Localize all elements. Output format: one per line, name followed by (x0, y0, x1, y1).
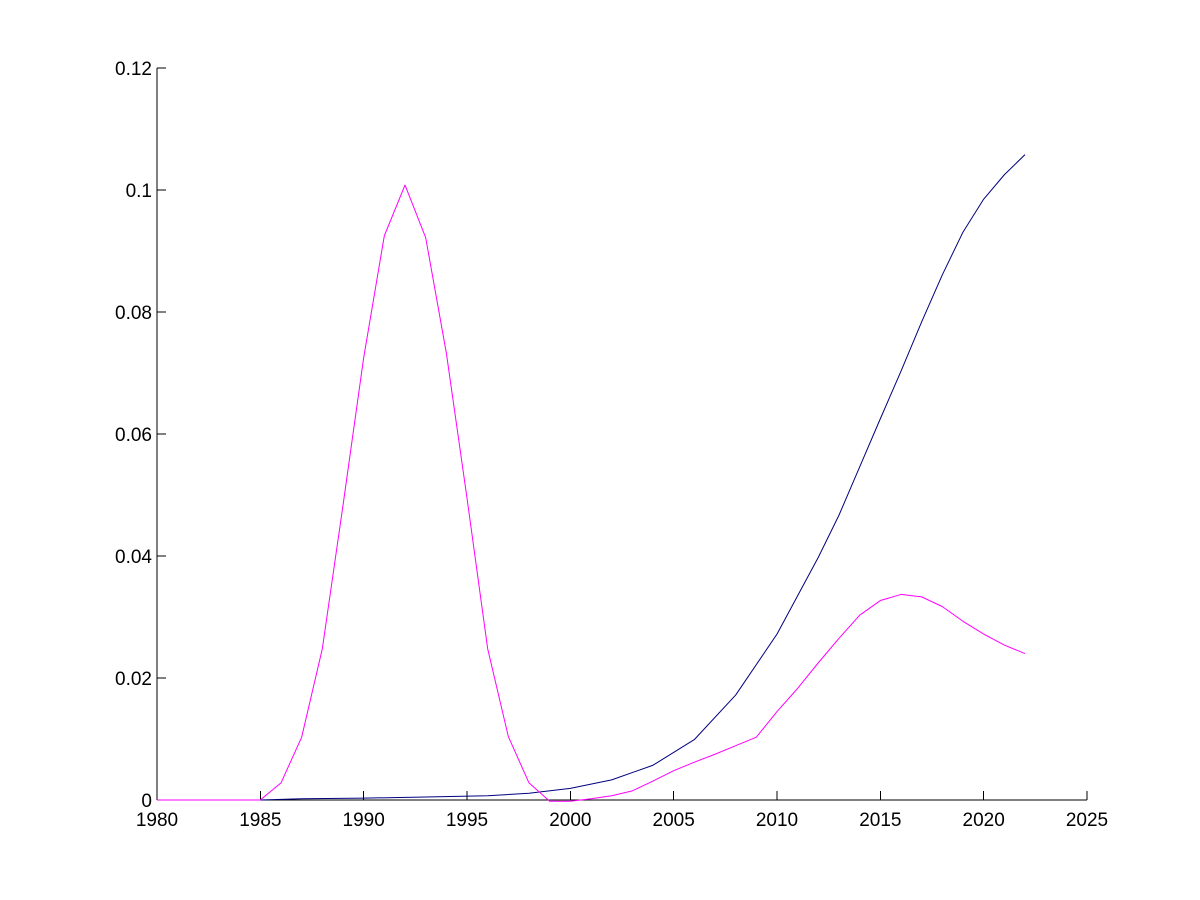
x-tick-label: 2010 (756, 810, 798, 831)
y-tick-label: 0.08 (115, 303, 152, 324)
y-axis-ticks: 0 0.02 0.04 0.06 0.08 0.1 0.12 (115, 59, 166, 812)
y-tick-label: 0.02 (115, 669, 152, 690)
series-lines (157, 154, 1026, 802)
series-line-1 (157, 154, 1026, 801)
x-tick-label: 2005 (653, 810, 695, 831)
series-line-2 (157, 184, 1026, 802)
x-tick-label: 1980 (136, 810, 178, 831)
x-tick-label: 1985 (239, 810, 281, 831)
y-tick-label: 0 (141, 791, 152, 812)
x-axis-ticks: 1980 1985 1990 1995 2000 2005 2010 2015 2020 2025 (136, 791, 1108, 831)
y-tick-label: 0.04 (115, 547, 152, 568)
x-tick-label: 2000 (549, 810, 591, 831)
y-tick-label: 0.06 (115, 425, 152, 446)
x-tick-label: 1990 (343, 810, 385, 831)
y-tick-label: 0.1 (126, 181, 152, 202)
x-tick-label: 2020 (963, 810, 1005, 831)
x-tick-label: 2015 (859, 810, 901, 831)
y-tick-label: 0.12 (115, 59, 152, 80)
plot-area: 1980 1985 1990 1995 2000 2005 2010 2015 2020 2025… (115, 59, 1108, 831)
x-tick-label: 1995 (446, 810, 488, 831)
x-tick-label: 2025 (1066, 810, 1108, 831)
